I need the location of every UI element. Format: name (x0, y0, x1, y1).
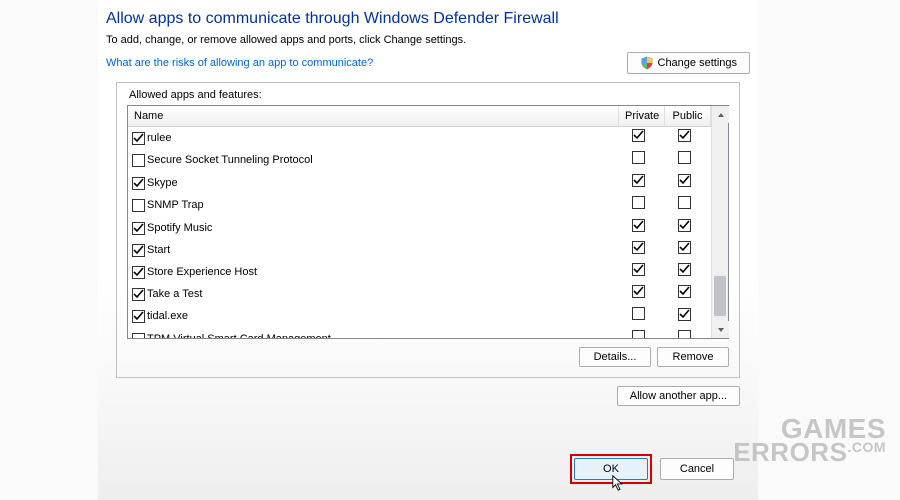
row-app-name: Take a Test (147, 286, 202, 303)
row-public-checkbox[interactable] (678, 263, 691, 276)
scroll-down-button[interactable] (712, 321, 729, 338)
column-header-private[interactable]: Private (619, 106, 665, 126)
row-private-checkbox[interactable] (632, 263, 645, 276)
row-enabled-checkbox[interactable] (132, 154, 145, 167)
scroll-up-button[interactable] (712, 106, 729, 123)
scroll-thumb[interactable] (714, 276, 726, 316)
table-row[interactable]: Take a Test (128, 283, 711, 305)
page-subtitle: To add, change, or remove allowed apps a… (106, 34, 750, 46)
row-app-name: tidal.exe (147, 308, 188, 325)
allowed-apps-groupbox: Allowed apps and features: Name Private … (116, 82, 740, 378)
row-app-name: Secure Socket Tunneling Protocol (147, 152, 313, 169)
row-public-checkbox[interactable] (678, 196, 691, 209)
allow-another-app-button[interactable]: Allow another app... (617, 386, 740, 406)
ok-highlight-box: OK (570, 454, 652, 484)
table-row[interactable]: Secure Socket Tunneling Protocol (128, 149, 711, 172)
column-header-name[interactable]: Name (128, 106, 619, 126)
row-enabled-checkbox[interactable] (132, 288, 145, 301)
remove-button[interactable]: Remove (657, 347, 729, 367)
row-private-checkbox[interactable] (632, 307, 645, 320)
table-row[interactable]: Spotify Music (128, 217, 711, 239)
table-row[interactable]: TPM Virtual Smart Card Management (128, 328, 711, 338)
table-row[interactable]: Skype (128, 172, 711, 194)
row-enabled-checkbox[interactable] (132, 266, 145, 279)
row-enabled-checkbox[interactable] (132, 333, 145, 338)
scrollbar[interactable] (711, 106, 728, 338)
row-public-checkbox[interactable] (678, 330, 691, 338)
row-public-checkbox[interactable] (678, 241, 691, 254)
row-private-checkbox[interactable] (632, 219, 645, 232)
row-public-checkbox[interactable] (678, 151, 691, 164)
row-app-name: Spotify Music (147, 220, 212, 237)
row-private-checkbox[interactable] (632, 285, 645, 298)
list-rows: rulee Secure Socket Tunneling Protocol Sky… (128, 127, 711, 338)
row-app-name: SNMP Trap (147, 197, 204, 214)
row-private-checkbox[interactable] (632, 330, 645, 338)
row-private-checkbox[interactable] (632, 241, 645, 254)
dialog-bottom-buttons: OK Cancel (570, 454, 734, 484)
row-enabled-checkbox[interactable] (132, 222, 145, 235)
table-row[interactable]: tidal.exe (128, 305, 711, 328)
table-row[interactable]: SNMP Trap (128, 194, 711, 217)
firewall-allowed-apps-panel: Allow apps to communicate through Window… (98, 0, 758, 500)
row-private-checkbox[interactable] (632, 196, 645, 209)
cancel-button[interactable]: Cancel (660, 458, 734, 480)
change-settings-label: Change settings (658, 57, 738, 69)
row-private-checkbox[interactable] (632, 151, 645, 164)
row-private-checkbox[interactable] (632, 174, 645, 187)
row-private-checkbox[interactable] (632, 129, 645, 142)
row-app-name: Start (147, 242, 170, 259)
allowed-apps-list: Name Private Public rulee Secure Socket T… (127, 105, 729, 339)
page-title: Allow apps to communicate through Window… (106, 10, 750, 28)
row-public-checkbox[interactable] (678, 285, 691, 298)
row-enabled-checkbox[interactable] (132, 132, 145, 145)
row-public-checkbox[interactable] (678, 219, 691, 232)
details-button[interactable]: Details... (579, 347, 651, 367)
shield-icon (640, 56, 654, 70)
row-app-name: TPM Virtual Smart Card Management (147, 331, 331, 338)
table-row[interactable]: Start (128, 239, 711, 261)
table-row[interactable]: rulee (128, 127, 711, 149)
row-app-name: Store Experience Host (147, 264, 257, 281)
row-enabled-checkbox[interactable] (132, 310, 145, 323)
row-app-name: rulee (147, 130, 171, 147)
top-row: What are the risks of allowing an app to… (106, 52, 750, 74)
allow-another-row: Allow another app... (116, 386, 740, 406)
groupbox-label: Allowed apps and features: (127, 89, 264, 101)
list-header: Name Private Public (128, 106, 711, 127)
row-enabled-checkbox[interactable] (132, 177, 145, 190)
risks-link[interactable]: What are the risks of allowing an app to… (106, 57, 373, 69)
column-header-public[interactable]: Public (665, 106, 711, 126)
row-public-checkbox[interactable] (678, 129, 691, 142)
group-buttons: Details... Remove (127, 347, 729, 367)
table-row[interactable]: Store Experience Host (128, 261, 711, 283)
row-enabled-checkbox[interactable] (132, 199, 145, 212)
change-settings-button[interactable]: Change settings (627, 52, 751, 74)
row-app-name: Skype (147, 175, 178, 192)
ok-button[interactable]: OK (574, 458, 648, 480)
row-public-checkbox[interactable] (678, 174, 691, 187)
row-public-checkbox[interactable] (678, 308, 691, 321)
row-enabled-checkbox[interactable] (132, 244, 145, 257)
